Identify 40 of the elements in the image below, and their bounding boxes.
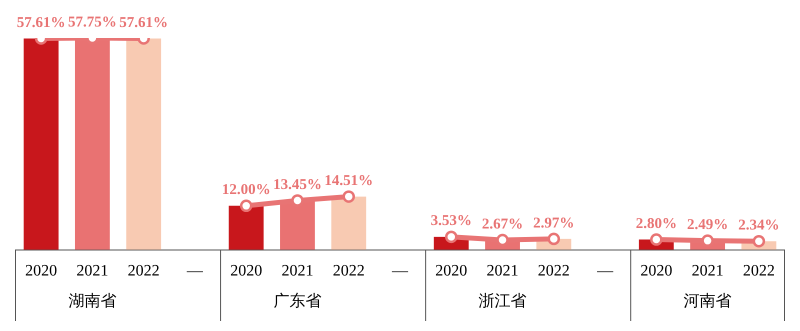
x-tick-label: 2022	[128, 262, 160, 280]
text: 浙江省	[478, 290, 527, 310]
data-label: 3.53%	[430, 213, 472, 230]
bar	[228, 206, 264, 250]
data-label: 2.34%	[738, 218, 780, 234]
point	[650, 233, 663, 246]
data-label: 57.61%	[119, 14, 168, 31]
x-tick-label: —	[391, 262, 409, 280]
data-label: 13.45%	[273, 176, 322, 193]
x-tick-label: 2022	[538, 262, 570, 280]
x-tick-label: —	[186, 262, 204, 280]
bar	[24, 38, 59, 250]
x-tick-label: 2020	[435, 262, 468, 280]
data-label: 57.75%	[68, 14, 117, 30]
data-label: 12.00%	[222, 182, 271, 198]
point	[752, 234, 766, 248]
point	[342, 190, 355, 203]
data-label: 2.97%	[533, 215, 574, 232]
x-tick-label: —	[596, 262, 614, 280]
text: 湖南省	[68, 290, 116, 310]
data-label: 2.80%	[636, 216, 677, 232]
point	[548, 232, 560, 246]
x-tick-label: 2021	[486, 262, 519, 280]
x-tick-label: 2022	[332, 262, 365, 280]
bar	[331, 196, 366, 250]
data-label: 2.49%	[686, 217, 728, 234]
text: 广东省	[273, 290, 322, 310]
x-tick-label: 2021	[281, 262, 314, 280]
x-tick-label: 2020	[230, 262, 262, 280]
x-tick-label: 2021	[76, 262, 108, 280]
bar	[126, 38, 162, 250]
x-tick-label: 2020	[640, 262, 672, 280]
data-label: 57.61%	[16, 14, 66, 31]
data-label: 2.67%	[482, 216, 524, 232]
point	[240, 200, 252, 212]
x-tick-label: 2021	[692, 262, 724, 280]
data-label: 14.51%	[324, 172, 374, 189]
x-tick-label: 2020	[25, 262, 58, 280]
x-tick-label: 2022	[742, 262, 775, 280]
text: 河南省	[684, 290, 732, 310]
